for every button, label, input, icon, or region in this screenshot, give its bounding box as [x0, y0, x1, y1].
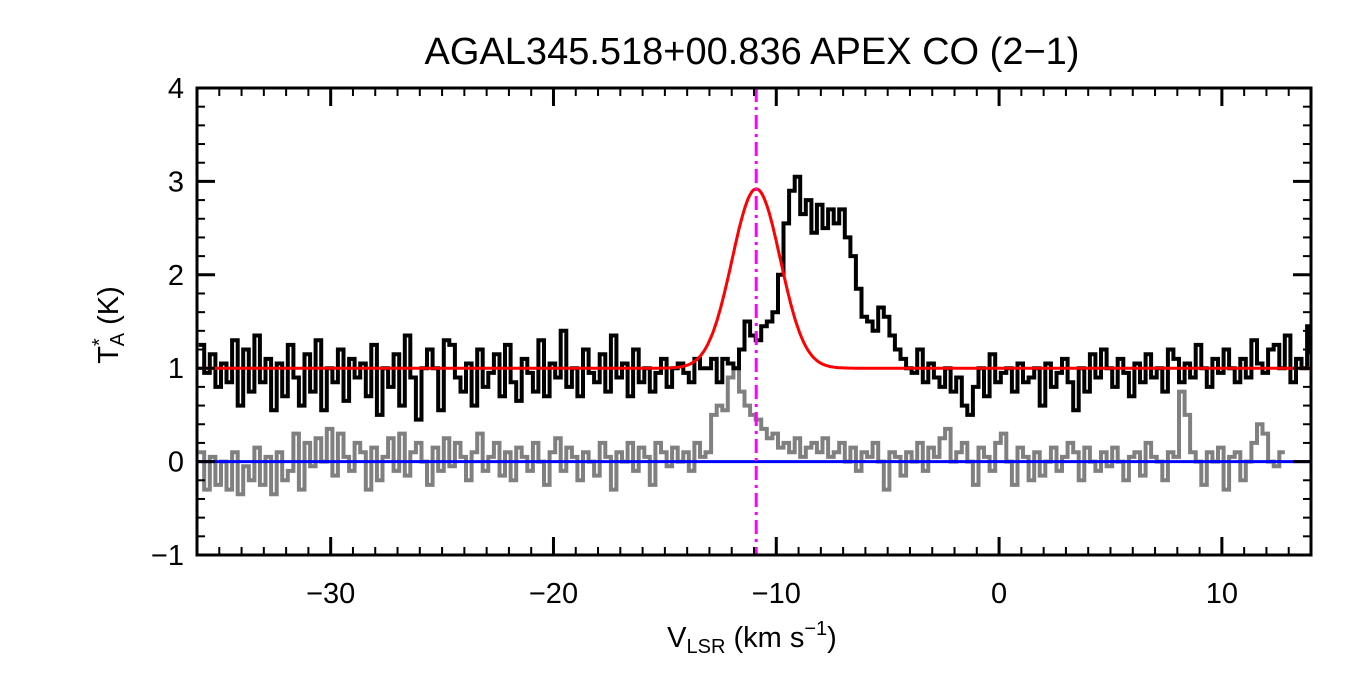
- x-axis-title-main: V: [667, 622, 687, 654]
- y-axis-title: T*A (K): [89, 286, 129, 364]
- y-tick-label: 2: [168, 260, 184, 292]
- plot-area: [197, 88, 1311, 555]
- y-tick-label: 1: [168, 353, 184, 385]
- chart-title: AGAL345.518+00.836 APEX CO (2−1): [425, 31, 1080, 73]
- y-tick-label: 3: [168, 166, 184, 198]
- x-tick-label: 10: [1206, 578, 1238, 610]
- x-axis-title-close: ): [827, 622, 837, 654]
- y-tick-label: 0: [168, 447, 184, 479]
- x-axis-title-sup: −1: [804, 618, 827, 640]
- residual-series: [198, 366, 1285, 497]
- x-tick-label: −10: [752, 578, 801, 610]
- x-tick-label: −20: [529, 578, 578, 610]
- x-tick-label: −30: [306, 578, 355, 610]
- y-axis-title-main: T: [93, 346, 125, 364]
- x-tick-label: 0: [991, 578, 1007, 610]
- x-axis-title-unit: (km s: [725, 622, 804, 654]
- gaussian-fit-curve: [197, 187, 1311, 370]
- x-axis-title-sub: LSR: [687, 636, 726, 658]
- y-axis-title-sub: A: [107, 332, 129, 346]
- y-tick-label: 4: [168, 73, 184, 105]
- plot-series-group: [197, 174, 1311, 497]
- y-axis-title-sup: *: [89, 338, 111, 346]
- x-axis-title: VLSR (km s−1): [667, 618, 837, 658]
- y-axis-title-unit: (K): [93, 286, 125, 333]
- y-tick-label: −1: [151, 540, 184, 572]
